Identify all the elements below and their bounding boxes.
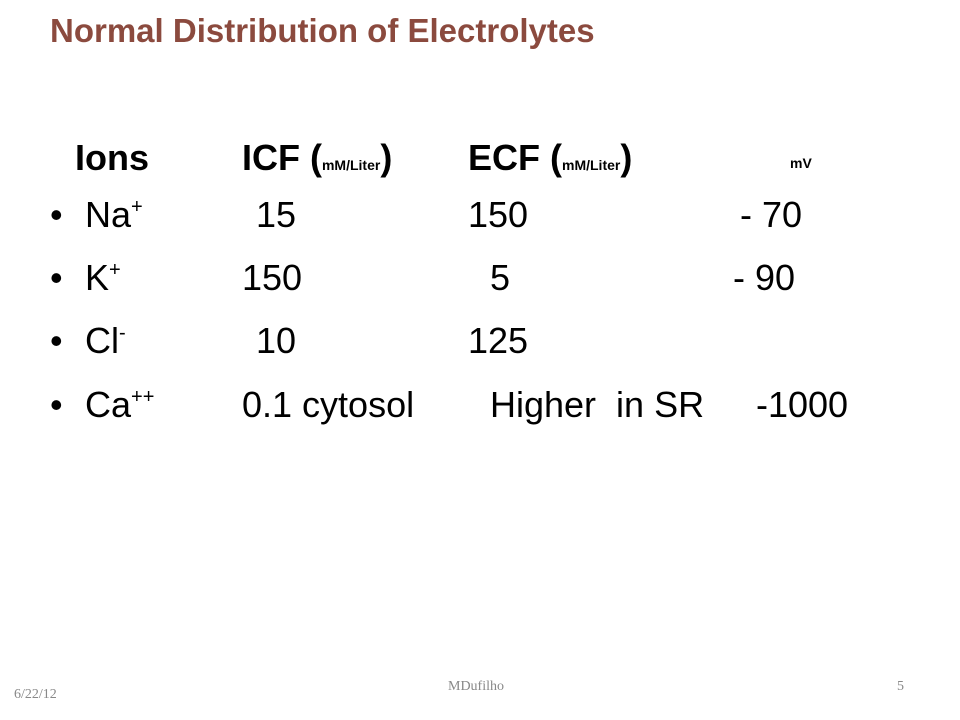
- mv-value: - 70: [740, 194, 803, 235]
- ion-charge: ++: [131, 386, 155, 408]
- ecf-value: 150: [468, 194, 529, 235]
- slide-title: Normal Distribution of Electrolytes: [50, 12, 595, 49]
- unit: mM/Liter: [562, 157, 621, 173]
- header-mv: mV: [790, 155, 812, 171]
- icf-value: 10: [256, 320, 297, 361]
- ecf-value: 5: [490, 257, 511, 298]
- ion-symbol: Na: [85, 194, 132, 235]
- bullet: •: [50, 384, 63, 425]
- header-part: ): [380, 137, 393, 178]
- header-part: ): [620, 137, 633, 178]
- header-ecf: ECF (mM/Liter): [468, 140, 632, 176]
- ecf-value: Higher in SR: [490, 384, 705, 425]
- header-icf: ICF (mM/Liter): [242, 140, 392, 176]
- ion-symbol: Ca: [85, 384, 132, 425]
- icf-value: 0.1 cytosol: [242, 384, 415, 425]
- ion: Na+: [85, 197, 143, 233]
- ion-symbol: Cl: [85, 320, 119, 361]
- ion: K+: [85, 260, 121, 296]
- unit: mM/Liter: [321, 157, 381, 173]
- ion-charge: +: [109, 259, 121, 281]
- bullet: •: [50, 194, 63, 235]
- ecf-value: 125: [468, 320, 529, 361]
- ion-symbol: K: [85, 257, 110, 298]
- page-number: 5: [897, 679, 904, 694]
- mv-value: - 90: [733, 257, 796, 298]
- header-part: ICF (: [242, 137, 322, 178]
- footer-author: MDufilho: [448, 679, 504, 694]
- bullet: •: [50, 320, 63, 361]
- mv-value: -1000: [756, 384, 849, 425]
- ion: Ca++: [85, 387, 154, 423]
- footer-date: 6/22/12: [14, 687, 57, 702]
- ion-charge: +: [131, 196, 143, 218]
- icf-value: 150: [242, 257, 303, 298]
- icf-value: 15: [256, 194, 297, 235]
- ion-charge: -: [119, 322, 126, 344]
- header-part: ECF (: [468, 137, 562, 178]
- header-ions: Ions: [75, 137, 150, 178]
- bullet: •: [50, 257, 63, 298]
- ion: Cl-: [85, 323, 126, 359]
